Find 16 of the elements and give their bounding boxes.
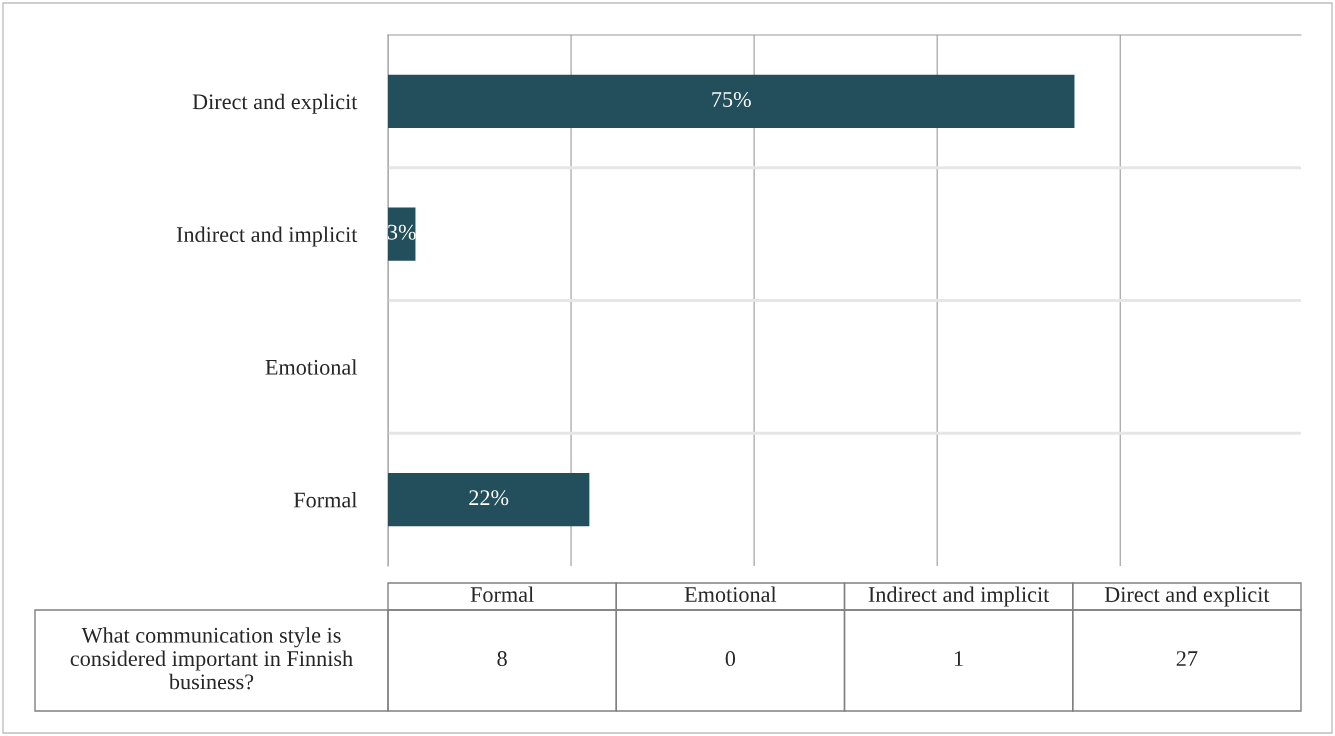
data-label: 75% (712, 91, 751, 108)
y-tick-label: Indirect and implicit (176, 226, 358, 247)
category-label: Formal (470, 586, 534, 603)
category-label: Direct and explicit (1104, 586, 1270, 607)
y-tick-label: Formal (293, 491, 357, 508)
category-label: Indirect and implicit (868, 586, 1050, 607)
text: 8 (497, 651, 507, 667)
text: 1 (955, 651, 963, 666)
text: What communication style is considered important in Finnish business? (70, 627, 353, 690)
text: 27 (1176, 651, 1198, 666)
y-tick-label: Emotional (265, 359, 357, 375)
y-tick-label: Direct and explicit (192, 93, 358, 114)
category-label: Emotional (684, 586, 777, 603)
text: 0 (725, 651, 736, 667)
data-label: 3% (387, 224, 416, 240)
data-label: 22% (469, 490, 509, 506)
